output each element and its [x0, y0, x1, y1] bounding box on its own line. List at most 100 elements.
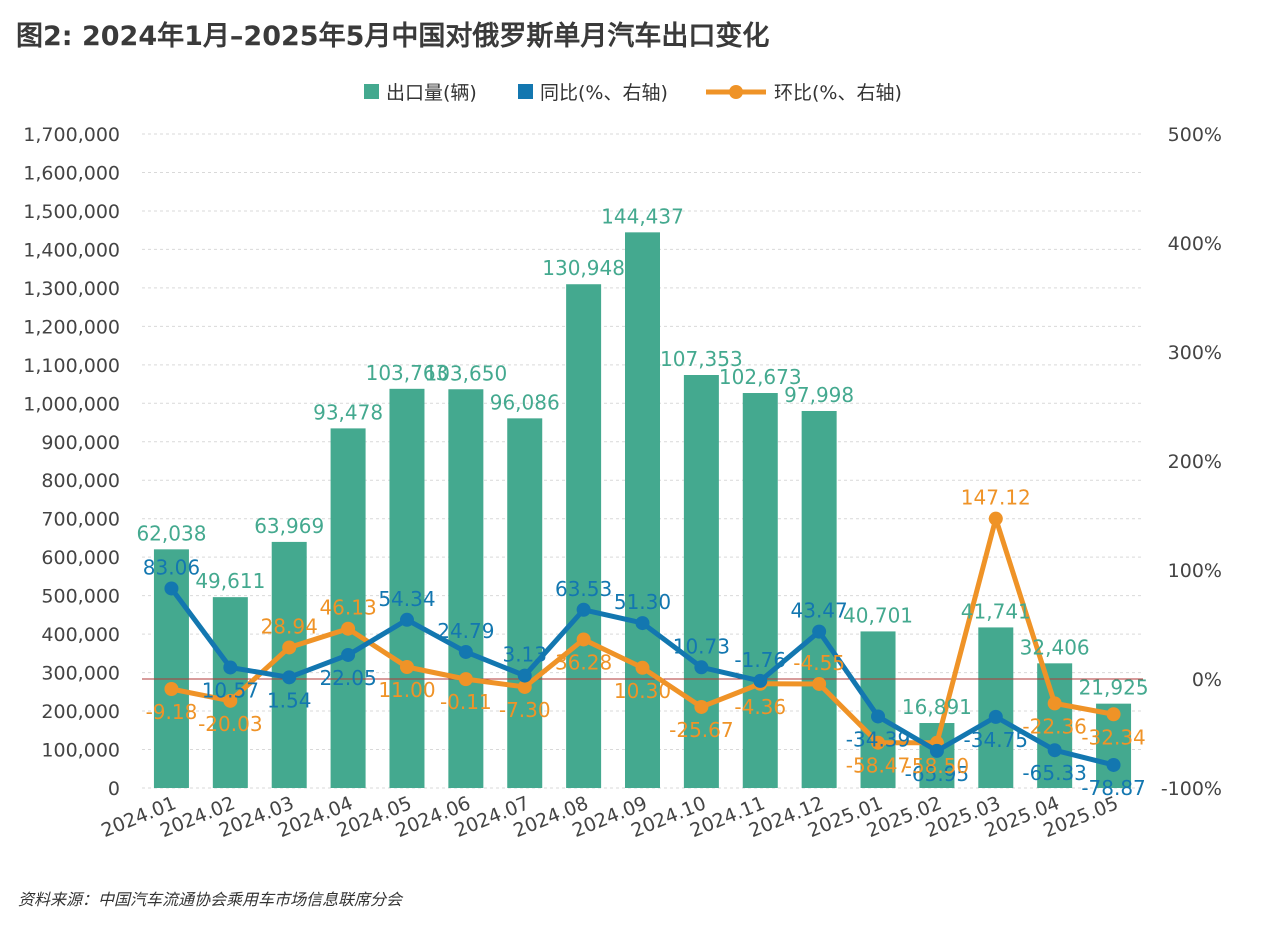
mom-point: [223, 693, 238, 708]
bar: [742, 393, 778, 788]
bar: [978, 627, 1014, 788]
mom-data-label: 36.28: [555, 650, 612, 674]
right-axis: -100% 0% 100% 200% 300% 400% 500%: [1161, 124, 1222, 800]
right-tick-label: 200%: [1168, 451, 1222, 473]
yoy-point: [929, 743, 944, 758]
right-tick-label: 400%: [1168, 233, 1222, 255]
mom-point: [635, 660, 650, 675]
right-tick-label: -100%: [1161, 778, 1222, 800]
legend-label-bar: 出口量(辆): [386, 82, 477, 104]
source-note: 资料来源：中国汽车流通协会乘用车市场信息联席分会: [18, 890, 403, 909]
left-tick-label: 1,600,000: [23, 162, 120, 184]
bar-data-label: 40,701: [843, 603, 913, 627]
yoy-point: [458, 644, 473, 659]
yoy-data-label: 83.06: [143, 555, 200, 579]
mom-point: [871, 735, 886, 750]
mom-point: [399, 660, 414, 675]
mom-data-label: 147.12: [961, 486, 1031, 510]
legend-swatch-yoy: [518, 84, 533, 99]
mom-data-label: -25.67: [669, 718, 733, 742]
bar-data-label: 62,038: [136, 521, 206, 545]
left-tick-label: 900,000: [41, 432, 120, 454]
yoy-point: [282, 670, 297, 685]
line-series: [164, 511, 1121, 772]
bar-data-label: 41,741: [961, 599, 1031, 623]
legend-label-mom: 环比(%、右轴): [774, 82, 902, 104]
mom-data-label: -4.36: [734, 695, 786, 719]
bar: [507, 418, 543, 788]
yoy-point: [988, 709, 1003, 724]
yoy-data-label: 63.53: [555, 577, 612, 601]
bar-data-label: 21,925: [1079, 676, 1149, 700]
bar: [448, 389, 484, 788]
bar-data-label: 130,948: [542, 256, 625, 280]
yoy-point: [576, 602, 591, 617]
mom-point: [458, 672, 473, 687]
bar-data-label: 103,650: [424, 361, 507, 385]
yoy-point: [1047, 743, 1062, 758]
mom-data-label: -32.34: [1081, 725, 1145, 749]
mom-data-label: -9.18: [146, 700, 198, 724]
mom-data-label: 28.94: [261, 614, 318, 638]
left-tick-label: 1,400,000: [23, 239, 120, 261]
yoy-data-label: 1.54: [267, 688, 312, 712]
right-tick-label: 300%: [1168, 342, 1222, 364]
legend-label-yoy: 同比(%、右轴): [540, 82, 668, 104]
mom-data-label: 10.30: [614, 679, 671, 703]
left-tick-label: 600,000: [41, 547, 120, 569]
mom-data-label: -22.36: [1022, 714, 1086, 738]
mom-point: [282, 640, 297, 655]
left-tick-label: 1,500,000: [23, 201, 120, 223]
yoy-data-label: -65.95: [905, 762, 969, 786]
left-tick-label: 1,000,000: [23, 393, 120, 415]
legend-swatch-bar: [364, 84, 379, 99]
yoy-point: [694, 660, 709, 675]
left-axis: 0 100,000 200,000 300,000 400,000 500,000 600,…: [23, 124, 120, 800]
yoy-data-label: 51.30: [614, 590, 671, 614]
right-tick-label: 100%: [1168, 560, 1222, 582]
yoy-data-label: -1.76: [734, 648, 786, 672]
mom-data-label: -58.50: [905, 754, 969, 778]
chart-title: 图2: 2024年1月–2025年5月中国对俄罗斯单月汽车出口变化: [16, 21, 770, 52]
yoy-data-label: 10.57: [202, 678, 259, 702]
mom-point: [341, 621, 356, 636]
bar: [389, 388, 425, 788]
bar-data-label: 144,437: [601, 204, 684, 228]
yoy-point: [164, 581, 179, 596]
bar-data-label: 32,406: [1020, 635, 1090, 659]
mom-data-label: -0.11: [440, 690, 492, 714]
yoy-point: [399, 612, 414, 627]
bar: [566, 284, 602, 788]
left-tick-label: 300,000: [41, 663, 120, 685]
bar-series: [153, 232, 1132, 789]
yoy-point: [812, 624, 827, 639]
left-tick-label: 200,000: [41, 701, 120, 723]
yoy-point: [341, 647, 356, 662]
right-tick-label: 500%: [1168, 124, 1222, 146]
yoy-data-label: 10.73: [673, 634, 730, 658]
yoy-point: [517, 668, 532, 683]
mom-data-label: 46.13: [319, 596, 376, 620]
bar-data-label: 16,891: [902, 695, 972, 719]
mom-data-label: -20.03: [198, 712, 262, 736]
bar: [801, 410, 837, 788]
yoy-point: [635, 616, 650, 631]
mom-point: [1047, 696, 1062, 711]
left-tick-label: 0: [108, 778, 120, 800]
yoy-data-label: 22.05: [319, 666, 376, 690]
mom-point: [576, 632, 591, 647]
left-tick-label: 800,000: [41, 470, 120, 492]
bar-data-label: 63,969: [254, 514, 324, 538]
yoy-data-label: -34.39: [846, 727, 910, 751]
mom-point: [1106, 707, 1121, 722]
yoy-data-label: 54.34: [378, 587, 435, 611]
yoy-data-label: -78.87: [1081, 776, 1145, 800]
bar-data-label: 96,086: [490, 390, 560, 414]
mom-point: [694, 699, 709, 714]
yoy-data-label: -34.75: [964, 728, 1028, 752]
bar: [1037, 663, 1073, 788]
mom-point: [517, 679, 532, 694]
right-tick-label: 0%: [1192, 669, 1222, 691]
